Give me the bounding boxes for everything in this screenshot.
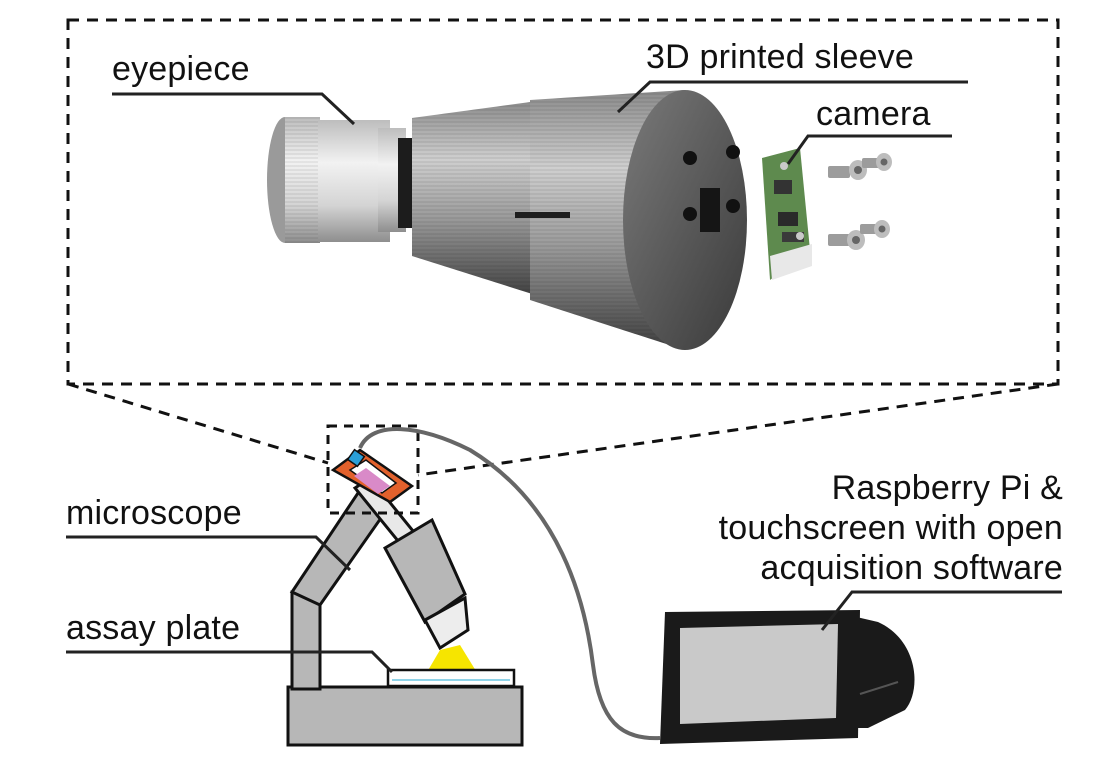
leader-eyepiece	[112, 92, 356, 126]
cable	[358, 427, 661, 741]
leader-microscope	[66, 535, 352, 572]
sleeve-face	[623, 90, 747, 350]
label-raspberry-pi-line1: Raspberry Pi &	[831, 469, 1063, 507]
label-raspberry-pi-line2: touchscreen with open	[718, 509, 1063, 547]
label-eyepiece: eyepiece	[112, 50, 250, 88]
label-raspberry-pi: Raspberry Pi & touchscreen with open acq…	[719, 468, 1063, 588]
label-3d-printed-sleeve: 3D printed sleeve	[646, 38, 914, 76]
microscope-schematic	[286, 475, 524, 747]
label-assay-plate: assay plate	[66, 609, 241, 647]
adapter-schematic	[330, 448, 415, 504]
leader-sleeve	[616, 80, 968, 114]
leader-raspberry-pi	[820, 590, 1062, 631]
label-microscope: microscope	[66, 494, 242, 532]
eyepiece-render	[267, 117, 416, 243]
zoom-line-left	[67, 382, 329, 465]
leader-camera	[786, 134, 952, 165]
label-camera: camera	[816, 95, 931, 133]
inset-frame	[66, 18, 1060, 386]
adapter-highlight-box	[326, 424, 420, 515]
camera-render	[762, 148, 812, 280]
raspberry-pi-device	[660, 610, 915, 744]
label-raspberry-pi-line3: acquisition software	[760, 549, 1063, 587]
sleeve-render	[412, 90, 747, 350]
leader-assay-plate	[66, 650, 394, 674]
screws-render	[828, 153, 892, 250]
zoom-line-right	[417, 382, 1059, 477]
